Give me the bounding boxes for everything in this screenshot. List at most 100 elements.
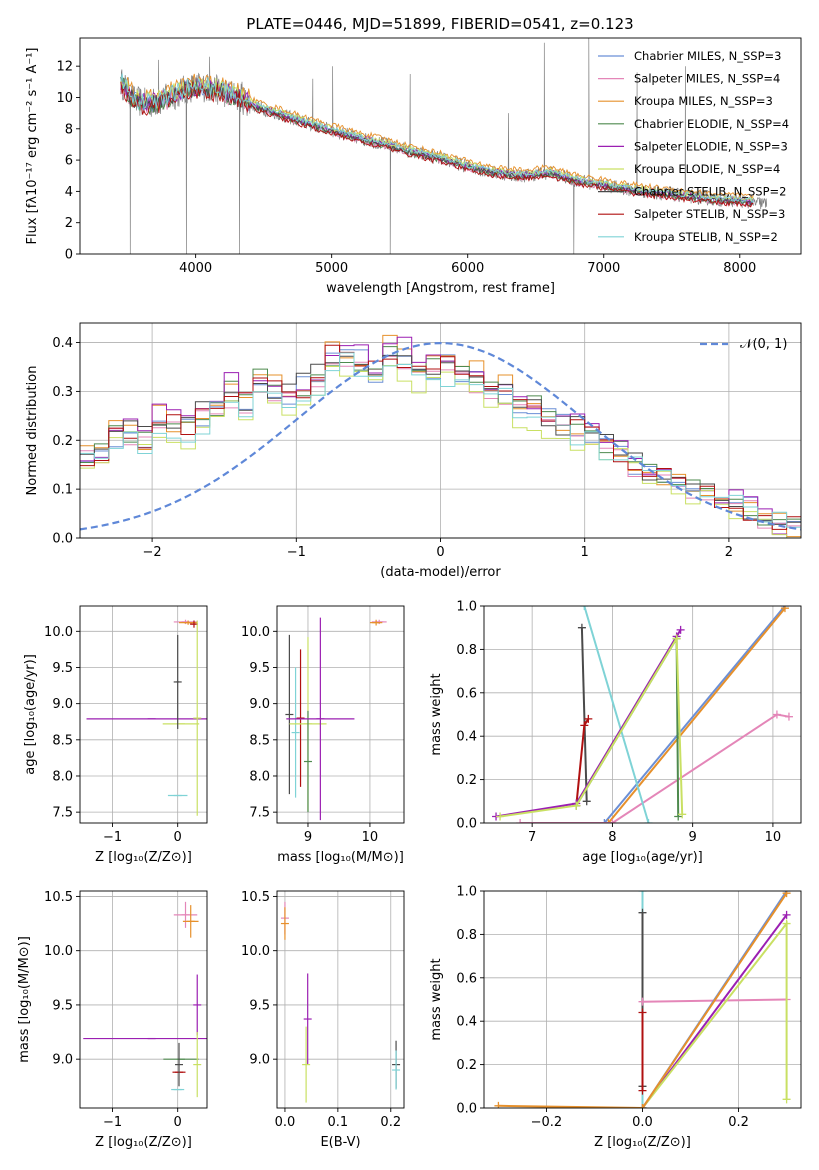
y-tick-label: 10.0 <box>44 625 73 640</box>
weight-marker <box>782 1095 791 1104</box>
x-tick-label: 0 <box>174 830 182 845</box>
plot-area <box>492 606 793 823</box>
y-tick-label: 4 <box>65 185 73 200</box>
weight-marker <box>784 712 793 721</box>
panel-weight-vs-age: 7 8 9 10 0.0 0.2 0.4 0.6 0.8 1.0 age [log₁₀(age/yr… <box>429 600 802 865</box>
weight-marker <box>572 801 581 810</box>
weight-line <box>520 713 790 823</box>
y-tick-label: 0.4 <box>52 336 73 351</box>
y-tick-label: 0.0 <box>456 1102 477 1117</box>
figure-title: PLATE=0446, MJD=51899, FIBERID=0541, z=0… <box>246 15 633 33</box>
y-tick-label: 9.0 <box>52 697 73 712</box>
weight-marker <box>782 919 791 928</box>
plot-area <box>120 38 768 254</box>
legend-label: Kroupa ELODIE, N_SSP=4 <box>634 162 780 176</box>
y-tick-label: 9.5 <box>52 998 73 1013</box>
x-tick-label: 7 <box>528 830 536 845</box>
x-tick-label: 0.1 <box>328 1115 349 1130</box>
weight-marker <box>676 625 685 634</box>
panel-age-vs-mass: 9 10 7.5 8.0 8.5 9.0 9.5 10.0 mass [log₁₀(M/M⊙)] <box>241 605 405 865</box>
y-tick-label: 12 <box>56 60 73 75</box>
y-tick-label: 9.0 <box>52 1053 73 1068</box>
model-spectrum <box>120 73 754 203</box>
y-tick-label: 2 <box>65 216 73 231</box>
plot-area <box>280 901 401 1103</box>
axes-frame <box>79 890 208 1109</box>
x-tick-label: 0.0 <box>275 1115 296 1130</box>
axes-frame <box>276 890 405 1109</box>
panel-mass-vs-Z: −1 0 9.0 9.5 10.0 10.5 Z [log₁₀(Z/Z⊙)] mass [lo… <box>17 890 208 1150</box>
x-tick-label: −1 <box>103 1115 122 1130</box>
weight-marker <box>672 634 681 643</box>
weight-marker <box>638 908 647 917</box>
weight-marker <box>582 797 591 806</box>
panel-spectrum: 4000 5000 6000 7000 8000 0 2 4 6 8 10 12 wavelength … <box>25 37 802 296</box>
x-tick-label: 10 <box>765 830 782 845</box>
x-axis-label: wavelength [Angstrom, rest frame] <box>326 281 555 296</box>
y-tick-label: 10.5 <box>44 890 73 905</box>
histogram-step <box>80 344 801 530</box>
x-axis-label: mass [log₁₀(M/M⊙)] <box>277 850 404 865</box>
weight-line <box>498 892 788 1108</box>
plot-layer: 4000 5000 6000 7000 8000024681012wavelength … <box>17 37 802 1150</box>
y-tick-label: 0.8 <box>456 643 477 658</box>
weight-line <box>641 920 788 1108</box>
panel-age-vs-Z: −1 0 7.5 8.0 8.5 9.0 9.5 10.0 Z [log₁₀(Z/Z⊙)] age… <box>23 605 208 865</box>
panel-weight-vs-Z: −0.2 0.0 0.2 0.0 0.2 0.4 0.6 0.8 1.0 Z [log₁₀(Z/Z… <box>429 885 802 1150</box>
y-tick-label: 0.3 <box>52 385 73 400</box>
x-tick-label: 10 <box>362 830 379 845</box>
axes-frame <box>483 605 802 824</box>
legend-label: Chabrier ELODIE, N_SSP=4 <box>634 117 789 131</box>
y-tick-label: 0.2 <box>456 1058 477 1073</box>
y-tick-label: 0.4 <box>456 1015 477 1030</box>
y-tick-label: 9.5 <box>249 661 270 676</box>
x-axis-label: (data-model)/error <box>380 565 501 580</box>
y-tick-label: 0.0 <box>456 817 477 832</box>
x-tick-label: 0 <box>174 1115 182 1130</box>
model-spectrum <box>120 73 754 200</box>
x-tick-label: 9 <box>689 830 697 845</box>
x-tick-label: 4000 <box>179 261 212 276</box>
weight-line <box>603 606 786 823</box>
weight-marker <box>516 819 525 823</box>
y-tick-label: 0.0 <box>52 532 73 547</box>
x-tick-label: 5000 <box>315 261 348 276</box>
y-tick-label: 9.5 <box>52 661 73 676</box>
y-tick-label: 7.5 <box>52 806 73 821</box>
x-tick-label: 2 <box>725 545 733 560</box>
weight-marker <box>600 819 609 823</box>
legend-label: Salpeter MILES, N_SSP=4 <box>634 72 780 86</box>
legend-label: Kroupa STELIB, N_SSP=2 <box>634 230 778 244</box>
y-tick-label: 10.0 <box>241 944 270 959</box>
weight-marker <box>780 606 789 613</box>
x-tick-label: 0.2 <box>728 1115 749 1130</box>
x-axis-label: age [log₁₀(age/yr)] <box>582 850 703 865</box>
y-tick-label: 6 <box>65 154 73 169</box>
histogram-step <box>80 352 801 528</box>
y-tick-label: 9.5 <box>249 998 270 1013</box>
weight-marker <box>580 606 589 610</box>
weight-marker <box>584 714 593 723</box>
weight-line <box>499 635 684 818</box>
y-tick-label: 8.5 <box>52 733 73 748</box>
y-tick-label: 9.0 <box>249 697 270 712</box>
x-tick-label: −0.2 <box>531 1115 563 1130</box>
weight-marker <box>638 891 647 895</box>
y-tick-label: 0 <box>65 248 73 263</box>
y-tick-label: 0.8 <box>456 928 477 943</box>
weight-marker <box>638 997 647 1006</box>
x-axis-label: E(B-V) <box>320 1135 360 1150</box>
y-axis-label: mass weight <box>429 958 444 1040</box>
legend-label: Salpeter STELIB, N_SSP=3 <box>634 207 785 221</box>
x-axis-label: Z [log₁₀(Z/Z⊙)] <box>594 1135 691 1150</box>
legend-label: Salpeter ELODIE, N_SSP=3 <box>634 139 788 153</box>
weight-line <box>580 627 588 802</box>
y-tick-label: 8.5 <box>249 733 270 748</box>
y-tick-label: 8.0 <box>52 769 73 784</box>
y-tick-label: 0.2 <box>456 773 477 788</box>
legend-label: 𝒩(0, 1) <box>740 337 787 352</box>
histogram-step <box>80 365 801 538</box>
plot-area <box>86 619 207 816</box>
legend-label: Chabrier MILES, N_SSP=3 <box>634 49 781 63</box>
